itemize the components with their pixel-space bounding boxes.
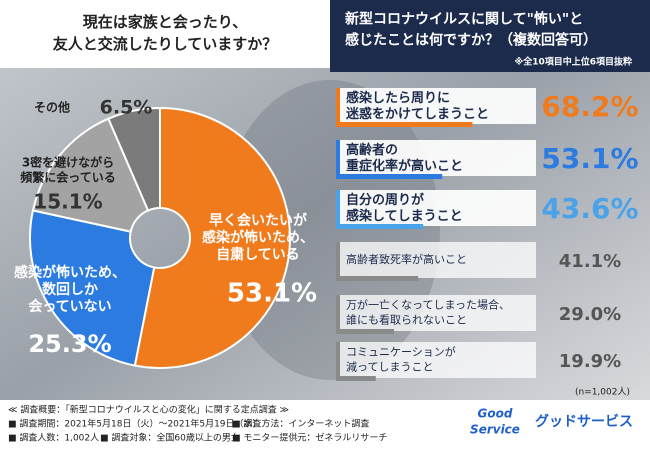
- pie-slice: [29, 209, 156, 367]
- bar-label: コミュニケーションが減ってしまうこと: [346, 345, 456, 374]
- slice-value: 6.5%: [100, 97, 153, 119]
- slice-label: その他: [34, 100, 70, 115]
- bar: [336, 122, 473, 127]
- chart-subtitle: ※全10項目中上位6項目抜粋: [514, 56, 632, 68]
- accent: [336, 140, 340, 176]
- bar-value: 53.1%: [541, 142, 638, 175]
- bar-label: 高齢者の重症化率が高いこと: [346, 142, 463, 174]
- left-header: [0, 0, 330, 68]
- footer-item: ■ 調査期間：2021年5月18日（火）〜2021年5月19日（水）: [8, 418, 262, 430]
- bar-value: 19.9%: [559, 351, 621, 372]
- bar-value: 41.1%: [559, 251, 621, 272]
- bar-label: 自分の周りが感染してしまうこと: [346, 192, 463, 224]
- bar-value: 68.2%: [541, 90, 638, 123]
- logo-service: Service: [470, 423, 520, 437]
- slice-label: 感染が怖いため、数回しか会っていない: [14, 264, 126, 315]
- footer-band: [0, 400, 650, 450]
- accent: [336, 190, 340, 226]
- bar-label: 感染したら周りに迷惑をかけてしまうこと: [345, 90, 489, 122]
- accent: [336, 88, 340, 124]
- slice-value: 53.1%: [227, 279, 317, 309]
- accent: [336, 342, 340, 378]
- label-box: [336, 88, 536, 124]
- label-box: [336, 190, 536, 226]
- pie-slice: [133, 106, 291, 369]
- chart-title: 新型コロナウイルスに関して"怖い"と感じたことは何ですか？（複数回答可）: [345, 11, 597, 49]
- footer-item: ■ 調査人数：1,002人: [8, 432, 99, 444]
- bar-value: 43.6%: [541, 192, 638, 225]
- label-box: [336, 242, 536, 278]
- slice-value: 15.1%: [33, 190, 102, 214]
- bar-label: 万が一亡くなってしまった場合、誰にも看取られないこと: [346, 298, 510, 327]
- pie-slice: [107, 106, 161, 212]
- slice-label: 早く会いたいが感染が怖いため、自粛している: [202, 212, 314, 263]
- bar: [336, 376, 376, 381]
- footer-heading: ≪ 調査概要：「新型コロナウイルスと心の変化」に関する定点調査 ≫: [8, 404, 289, 416]
- footer-item: ■ 調査対象：全国60歳以上の男女: [100, 432, 240, 444]
- footer-item: ■ モニター提供元：ゼネラルリサーチ: [232, 432, 387, 444]
- chart-title: 現在は家族と会ったり、友人と交流したりしていますか？: [53, 13, 278, 53]
- logo-text: グッドサービス: [535, 413, 633, 430]
- pie-slice: [31, 117, 150, 233]
- label-box: [336, 342, 536, 378]
- accent: [336, 242, 340, 278]
- sample-note: (n=1,002人): [575, 387, 630, 398]
- label-box: [336, 295, 536, 331]
- bar: [336, 174, 443, 179]
- accent: [336, 295, 340, 331]
- bar: [336, 224, 424, 229]
- right-header: [330, 0, 650, 72]
- bar: [336, 276, 419, 281]
- label-box: [336, 140, 536, 176]
- bar: [336, 329, 394, 334]
- slice-label: 3密を避けながら頻繁に会っている: [20, 154, 115, 184]
- bar-label: 高齢者致死率が高いこと: [346, 252, 467, 266]
- bar-value: 29.0%: [559, 304, 621, 325]
- slice-value: 25.3%: [28, 330, 111, 358]
- footer-item: ■ 調査方法：インターネット調査: [232, 418, 369, 430]
- logo-good: Good: [478, 407, 513, 421]
